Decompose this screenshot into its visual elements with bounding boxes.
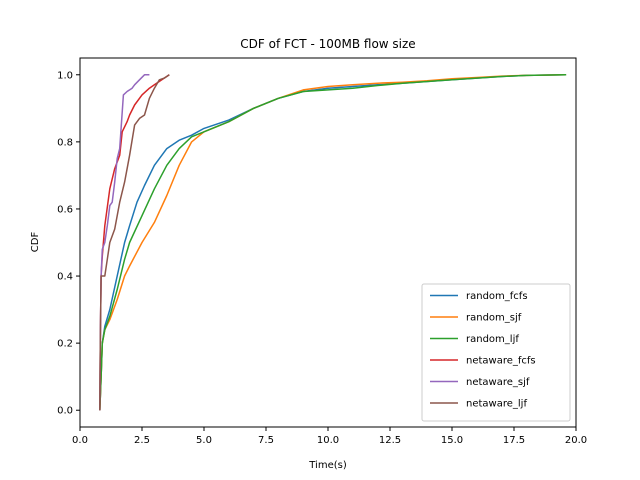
x-tick-label: 0.0 (72, 435, 88, 446)
legend-box (421, 283, 571, 422)
x-tick-label: 7.5 (258, 435, 274, 446)
x-axis-label: Time(s) (308, 460, 347, 471)
x-tick-label: 15.0 (441, 435, 463, 446)
x-axis: 0.0 2.5 5.0 7.5 10.0 12.5 15.0 17.5 20.0 (72, 427, 587, 446)
series-line-netaware_sjf (99, 74, 150, 411)
y-tick-label: 0.0 (57, 406, 73, 417)
x-tick-label: 12.5 (379, 435, 401, 446)
legend-label-random_ljf: random_ljf (466, 334, 519, 345)
x-tick-label: 2.5 (134, 435, 150, 446)
y-tick-label: 0.6 (57, 204, 73, 215)
y-axis-label: CDF (30, 232, 41, 253)
y-tick-label: 0.4 (57, 272, 73, 283)
legend: random_fcfs random_sjf random_ljf netaware_… (421, 283, 571, 422)
x-tick-label: 17.5 (503, 435, 525, 446)
legend-label-netaware_sjf: netaware_sjf (466, 377, 530, 388)
x-tick-label: 10.0 (317, 435, 339, 446)
x-tick-label: 5.0 (196, 435, 212, 446)
legend-label-random_fcfs: random_fcfs (466, 291, 528, 302)
y-axis: 0.0 0.2 0.4 0.6 0.8 1.0 (57, 70, 80, 417)
y-tick-label: 1.0 (57, 70, 73, 81)
chart-title: CDF of FCT - 100MB flow size (240, 37, 415, 51)
legend-label-netaware_fcfs: netaware_fcfs (466, 356, 536, 367)
x-tick-label: 20.0 (565, 435, 587, 446)
plot-lines (99, 74, 567, 411)
legend-label-random_sjf: random_sjf (466, 313, 522, 324)
legend-label-netaware_ljf: netaware_ljf (466, 399, 527, 410)
y-tick-label: 0.2 (57, 339, 73, 350)
y-tick-label: 0.8 (57, 137, 73, 148)
series-line-random_ljf (99, 74, 567, 411)
series-line-netaware_ljf (99, 74, 170, 411)
